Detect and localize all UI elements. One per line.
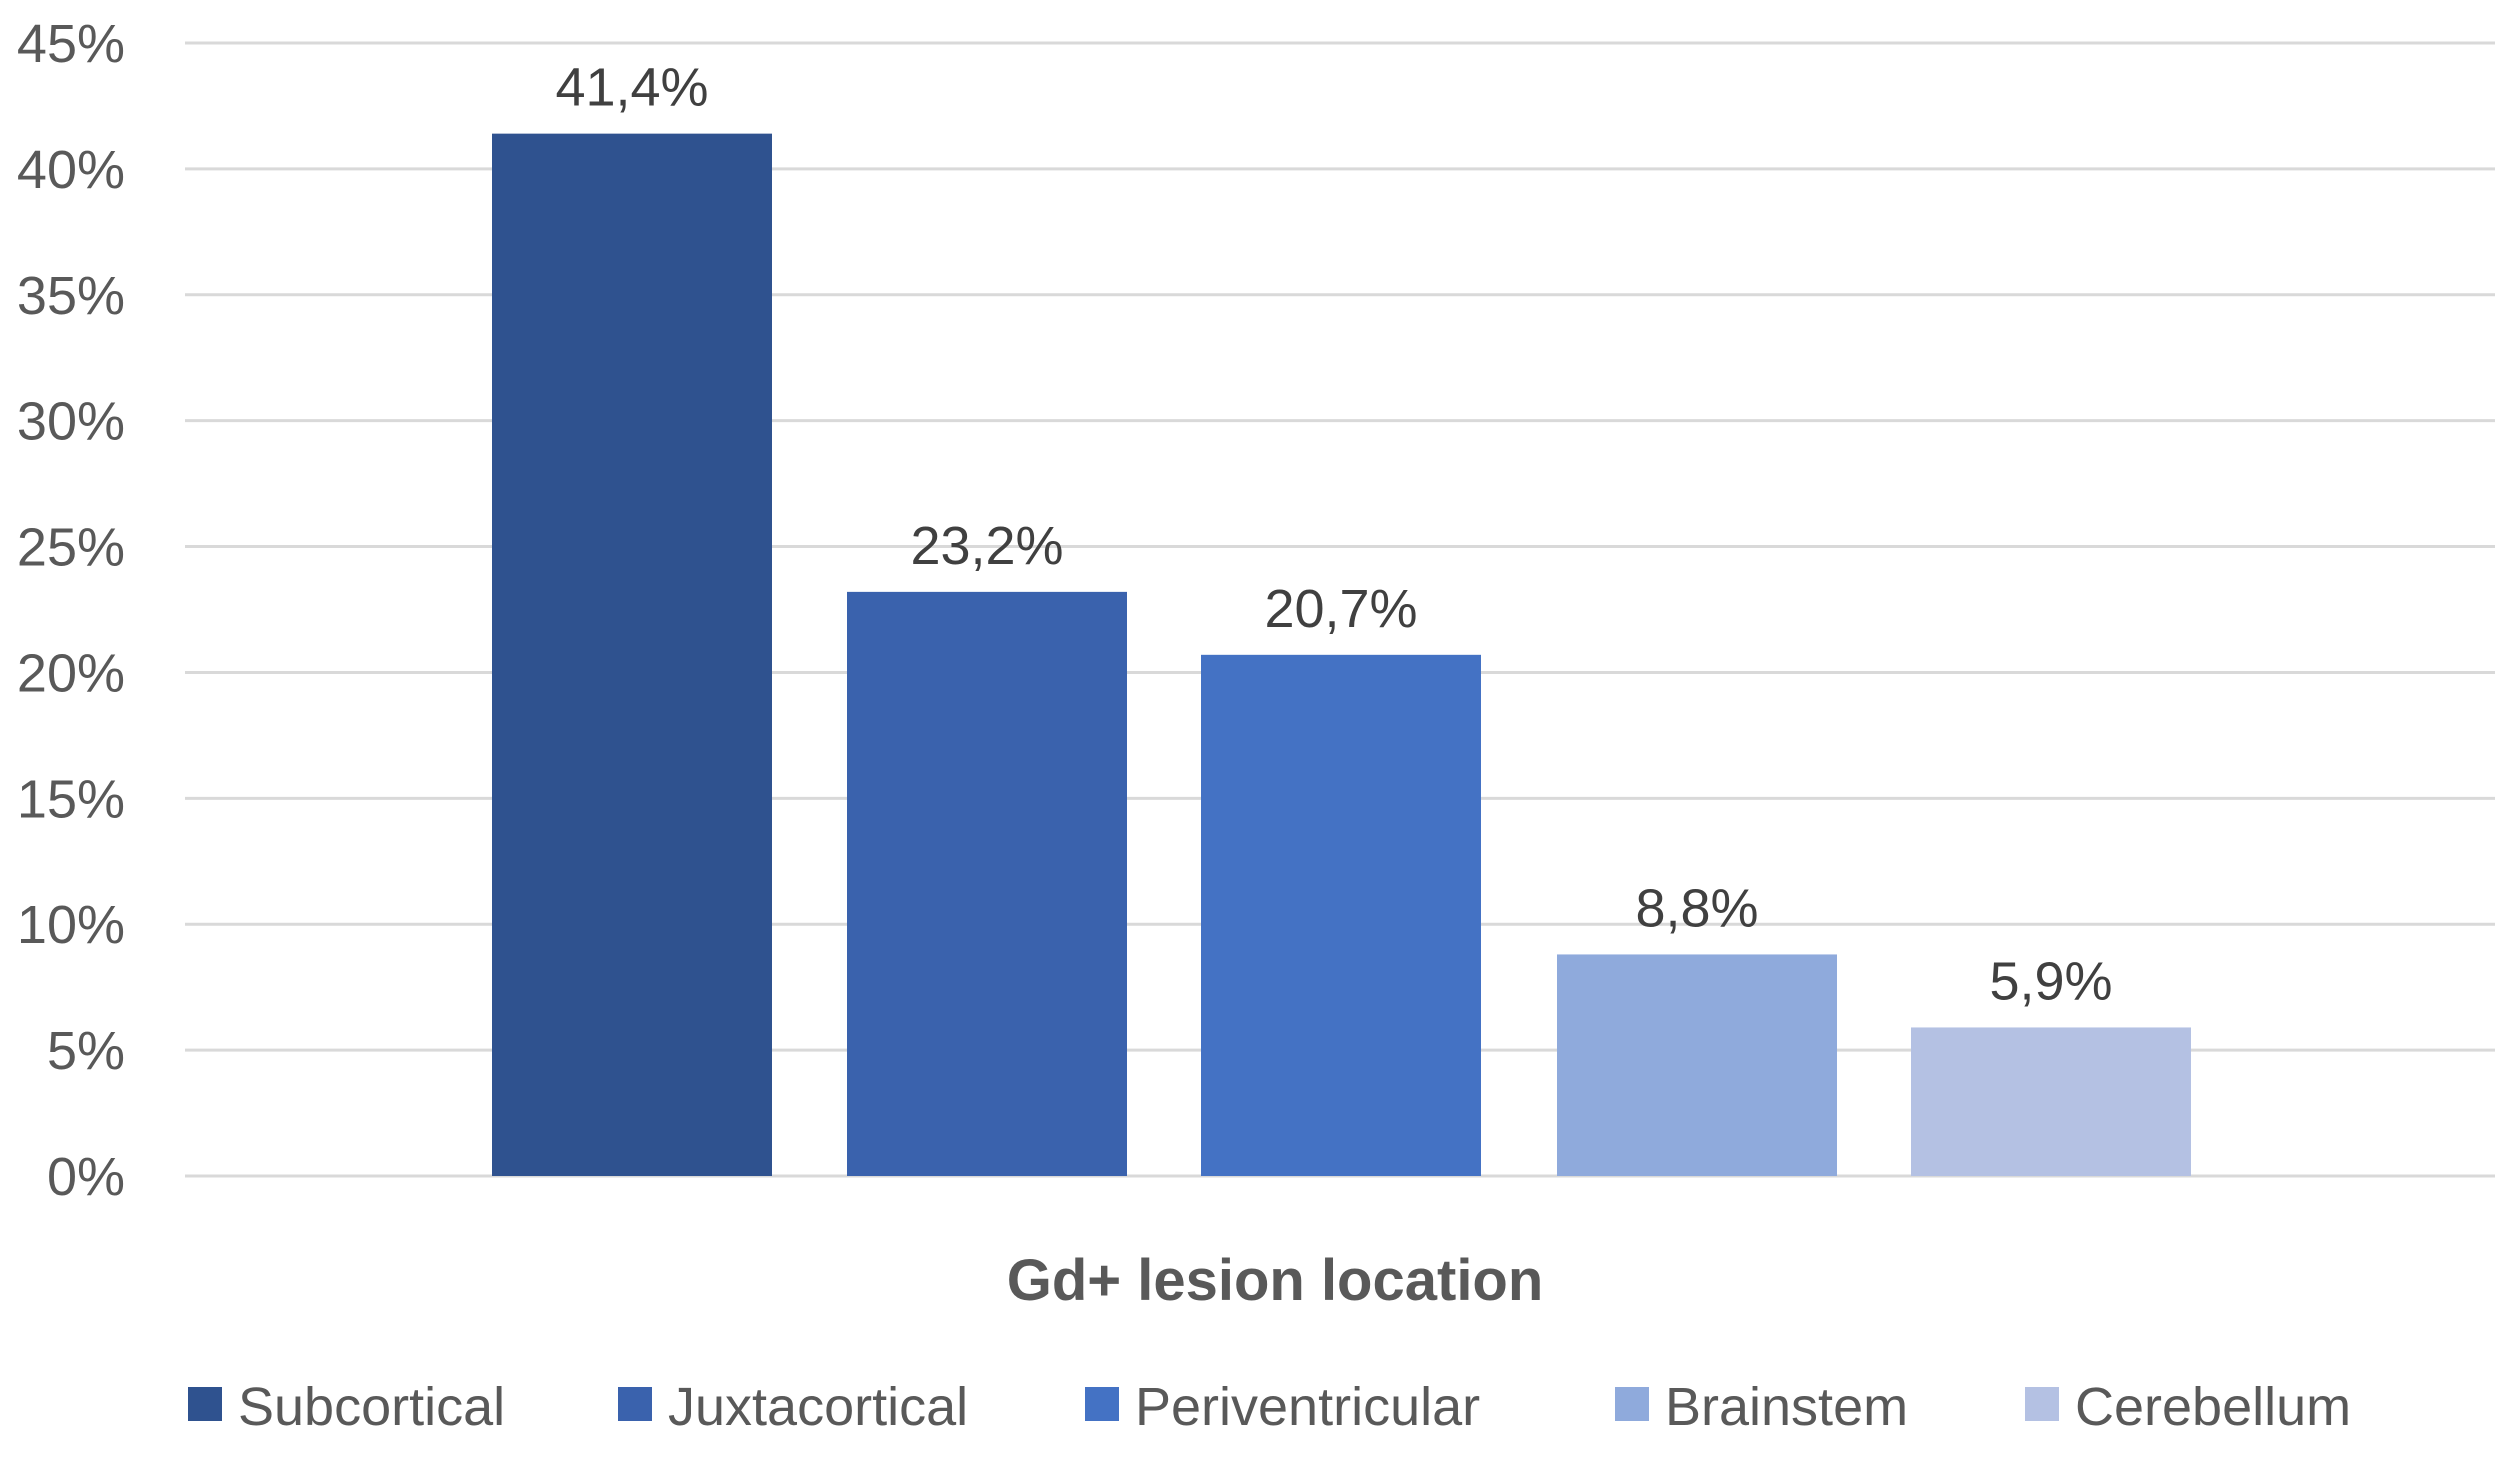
legend-label: Cerebellum bbox=[2075, 1377, 2351, 1437]
legend: Subcortical Juxtacortical Periventricular B… bbox=[188, 1377, 2351, 1437]
legend-swatch bbox=[1615, 1387, 1649, 1421]
x-axis-title: Gd+ lesion location bbox=[1007, 1248, 1544, 1313]
bar-periventricular bbox=[1201, 654, 1481, 1176]
bar-brainstem bbox=[1557, 954, 1837, 1176]
y-axis-ticks: 0% 5% 10% 15% 20% 25% 30% 35% 40% 45% bbox=[17, 14, 125, 1207]
y-tick-label: 45% bbox=[17, 14, 125, 74]
data-label-brainstem: 8,8% bbox=[1635, 878, 1758, 938]
y-tick-label: 40% bbox=[17, 140, 125, 200]
legend-item-brainstem: Brainstem bbox=[1615, 1377, 1908, 1437]
legend-label: Juxtacortical bbox=[668, 1377, 968, 1437]
legend-label: Periventricular bbox=[1135, 1377, 1480, 1437]
y-tick-label: 20% bbox=[17, 643, 125, 703]
bar-cerebellum bbox=[1911, 1027, 2191, 1176]
legend-swatch bbox=[1085, 1387, 1119, 1421]
bar-juxtacortical bbox=[847, 591, 1127, 1176]
legend-label: Brainstem bbox=[1665, 1377, 1908, 1437]
data-labels: 41,4% 23,2% 20,7% 8,8% 5,9% bbox=[555, 58, 2112, 1012]
legend-item-periventricular: Periventricular bbox=[1085, 1377, 1480, 1437]
y-tick-label: 5% bbox=[47, 1021, 125, 1081]
legend-item-cerebellum: Cerebellum bbox=[2025, 1377, 2351, 1437]
data-label-cerebellum: 5,9% bbox=[1989, 951, 2112, 1011]
bars bbox=[492, 133, 2191, 1176]
bar-subcortical bbox=[492, 133, 772, 1176]
legend-item-juxtacortical: Juxtacortical bbox=[618, 1377, 968, 1437]
y-tick-label: 35% bbox=[17, 266, 125, 326]
legend-label: Subcortical bbox=[238, 1377, 505, 1437]
y-tick-label: 0% bbox=[47, 1147, 125, 1207]
data-label-periventricular: 20,7% bbox=[1264, 579, 1417, 639]
data-label-juxtacortical: 23,2% bbox=[910, 516, 1063, 576]
y-tick-label: 25% bbox=[17, 518, 125, 578]
data-label-subcortical: 41,4% bbox=[555, 58, 708, 118]
legend-item-subcortical: Subcortical bbox=[188, 1377, 505, 1437]
legend-swatch bbox=[618, 1387, 652, 1421]
legend-swatch bbox=[188, 1387, 222, 1421]
legend-swatch bbox=[2025, 1387, 2059, 1421]
y-tick-label: 30% bbox=[17, 392, 125, 452]
y-tick-label: 10% bbox=[17, 895, 125, 955]
y-tick-label: 15% bbox=[17, 769, 125, 829]
